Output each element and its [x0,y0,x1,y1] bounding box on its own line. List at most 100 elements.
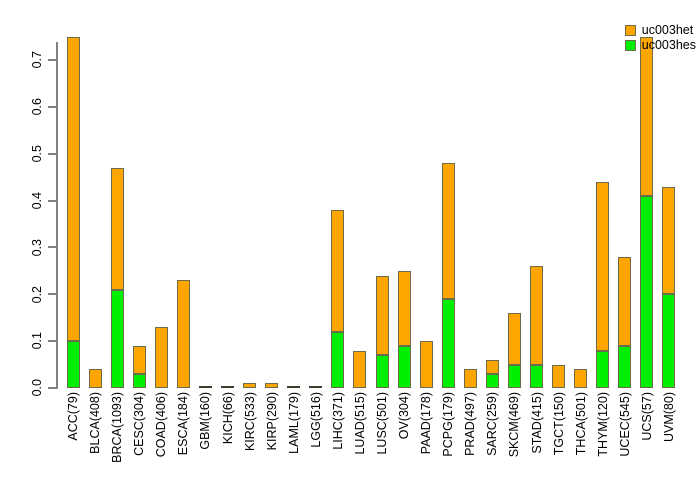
legend-item-label: uc003hes [641,38,696,52]
bar-group[interactable] [618,32,632,388]
bar-group[interactable] [353,32,367,388]
bar-segment-uc003het[interactable] [485,359,499,374]
bar-segment-uc003hes[interactable] [110,289,124,388]
bar-segment-uc003het[interactable] [243,383,257,388]
bar-segment-uc003het[interactable] [530,266,544,365]
x-axis-tick-label: STAD(415) [529,392,544,454]
y-axis-tick [48,105,56,108]
bar-segment-uc003hes[interactable] [662,294,676,388]
x-axis-tick-label: SARC(259) [485,392,500,456]
bar-segment-uc003het[interactable] [596,181,610,351]
bar-segment-uc003hes[interactable] [132,373,146,388]
bar-group[interactable] [110,32,124,388]
bar-segment-uc003het[interactable] [265,383,279,388]
bar-segment-uc003het[interactable] [640,36,654,196]
bar-group[interactable] [485,32,499,388]
bar-segment-uc003hes[interactable] [618,345,632,388]
bar-group[interactable] [265,32,279,388]
bar-segment-uc003het[interactable] [463,369,477,388]
bar-group[interactable] [221,32,235,388]
y-axis-tick-label-text: 0.4 [30,191,44,210]
bar-group[interactable] [507,32,521,388]
y-axis-tick [48,152,56,155]
bar-group[interactable] [198,32,212,388]
bar-group[interactable] [596,32,610,388]
x-axis-tick-label: KIRP(290) [264,392,279,451]
bar-segment-uc003het[interactable] [618,256,632,346]
bar-group[interactable] [287,32,301,388]
bar-group[interactable] [419,32,433,388]
y-axis-tick-label: 0.3 [22,227,44,267]
y-axis-tick [48,387,56,389]
bar-group[interactable] [397,32,411,388]
bar-segment-uc003hes[interactable] [397,345,411,388]
bar-group[interactable] [552,32,566,388]
bar-zero-mark [198,386,212,388]
bar-group[interactable] [132,32,146,388]
x-axis-tick-label: BLCA(408) [88,392,103,454]
bar-segment-uc003het[interactable] [662,186,676,295]
y-axis-tick [48,59,56,62]
chart-legend: uc003het uc003hes [624,23,696,52]
bar-zero-mark [287,386,301,388]
y-axis-tick-label: 0.7 [22,40,44,80]
y-axis-tick [48,293,56,296]
x-axis-tick-label: CESC(304) [132,392,147,456]
bar-group[interactable] [574,32,588,388]
bar-segment-uc003het[interactable] [88,369,102,388]
bar-segment-uc003hes[interactable] [530,364,544,388]
legend-swatch-uc003hes [624,39,636,51]
y-axis-tick-label-text: 0.6 [30,98,44,116]
plot-area [62,32,680,388]
bar-zero-mark [221,386,235,388]
legend-item[interactable]: uc003het [624,23,696,37]
x-axis-tick-label: UCS(57) [639,392,654,441]
bar-group[interactable] [243,32,257,388]
bar-segment-uc003hes[interactable] [596,350,610,388]
bar-segment-uc003het[interactable] [331,210,345,332]
bar-group[interactable] [530,32,544,388]
bar-segment-uc003het[interactable] [574,369,588,388]
bar-segment-uc003het[interactable] [552,364,566,388]
bar-segment-uc003hes[interactable] [441,299,455,388]
bar-segment-uc003het[interactable] [66,36,80,342]
bar-group[interactable] [640,32,654,388]
bar-segment-uc003hes[interactable] [66,341,80,388]
x-axis-tick-label: UCEC(545) [617,392,632,457]
bar-segment-uc003hes[interactable] [640,195,654,388]
y-axis-tick-label: 0.5 [22,134,44,174]
x-axis-tick-label: SKCM(469) [507,392,522,458]
y-axis-tick-label-text: 0.5 [30,145,44,163]
bar-group[interactable] [331,32,345,388]
x-axis-tick-label: LIHC(371) [330,392,345,450]
bar-group[interactable] [154,32,168,388]
bar-segment-uc003het[interactable] [176,280,190,388]
bar-group[interactable] [375,32,389,388]
bar-group[interactable] [309,32,323,388]
x-axis-tick-label: UVM(80) [661,392,676,443]
legend-item-label: uc003het [641,23,694,37]
bar-group[interactable] [441,32,455,388]
y-axis-tick-label-text: 0.1 [30,332,44,350]
bar-segment-uc003het[interactable] [375,275,389,356]
bar-segment-uc003het[interactable] [132,345,146,374]
bar-segment-uc003hes[interactable] [375,355,389,388]
bar-segment-uc003het[interactable] [353,350,367,388]
legend-item[interactable]: uc003hes [624,38,696,52]
bar-group[interactable] [463,32,477,388]
bar-group[interactable] [176,32,190,388]
bar-segment-uc003het[interactable] [397,270,411,346]
bar-segment-uc003hes[interactable] [507,364,521,388]
bar-segment-uc003het[interactable] [507,313,521,365]
bar-segment-uc003het[interactable] [441,163,455,299]
y-axis-tick-label-text: 0.3 [30,238,44,257]
bar-group[interactable] [662,32,676,388]
bar-group[interactable] [88,32,102,388]
bar-group[interactable] [66,32,80,388]
x-axis-tick-label: TGCT(150) [551,392,566,456]
bar-segment-uc003hes[interactable] [331,331,345,388]
bar-segment-uc003het[interactable] [110,167,124,290]
bar-segment-uc003het[interactable] [154,327,168,388]
bar-segment-uc003het[interactable] [419,341,433,388]
bar-segment-uc003hes[interactable] [485,373,499,388]
